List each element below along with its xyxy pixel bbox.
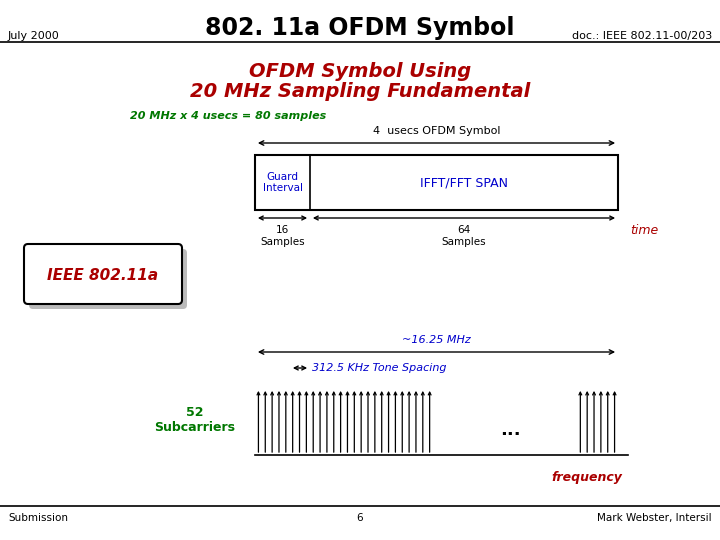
Bar — [255, 155, 618, 210]
FancyBboxPatch shape — [24, 244, 182, 304]
Text: Guard
Interval: Guard Interval — [263, 172, 302, 193]
Text: 16
Samples: 16 Samples — [260, 225, 305, 247]
Text: IFFT/FFT SPAN: IFFT/FFT SPAN — [420, 176, 508, 189]
Text: IEEE 802.11a: IEEE 802.11a — [48, 267, 158, 282]
Text: time: time — [630, 224, 658, 237]
Text: 6: 6 — [356, 513, 364, 523]
Text: 52
Subcarriers: 52 Subcarriers — [155, 406, 235, 434]
Text: 20 MHz x 4 usecs = 80 samples: 20 MHz x 4 usecs = 80 samples — [130, 111, 326, 121]
Text: OFDM Symbol Using: OFDM Symbol Using — [249, 62, 471, 81]
Text: ...: ... — [500, 421, 521, 439]
Text: 802. 11a OFDM Symbol: 802. 11a OFDM Symbol — [205, 16, 515, 40]
Text: Mark Webster, Intersil: Mark Webster, Intersil — [598, 513, 712, 523]
Text: July 2000: July 2000 — [8, 31, 60, 41]
Text: 20 MHz Sampling Fundamental: 20 MHz Sampling Fundamental — [190, 82, 530, 101]
Text: frequency: frequency — [551, 471, 622, 484]
FancyBboxPatch shape — [29, 249, 187, 309]
Text: Submission: Submission — [8, 513, 68, 523]
Text: 64
Samples: 64 Samples — [441, 225, 486, 247]
Text: doc.: IEEE 802.11-00/203: doc.: IEEE 802.11-00/203 — [572, 31, 712, 41]
Text: ~16.25 MHz: ~16.25 MHz — [402, 335, 471, 345]
Text: 4  usecs OFDM Symbol: 4 usecs OFDM Symbol — [373, 126, 500, 136]
Text: 312.5 KHz Tone Spacing: 312.5 KHz Tone Spacing — [312, 363, 446, 373]
